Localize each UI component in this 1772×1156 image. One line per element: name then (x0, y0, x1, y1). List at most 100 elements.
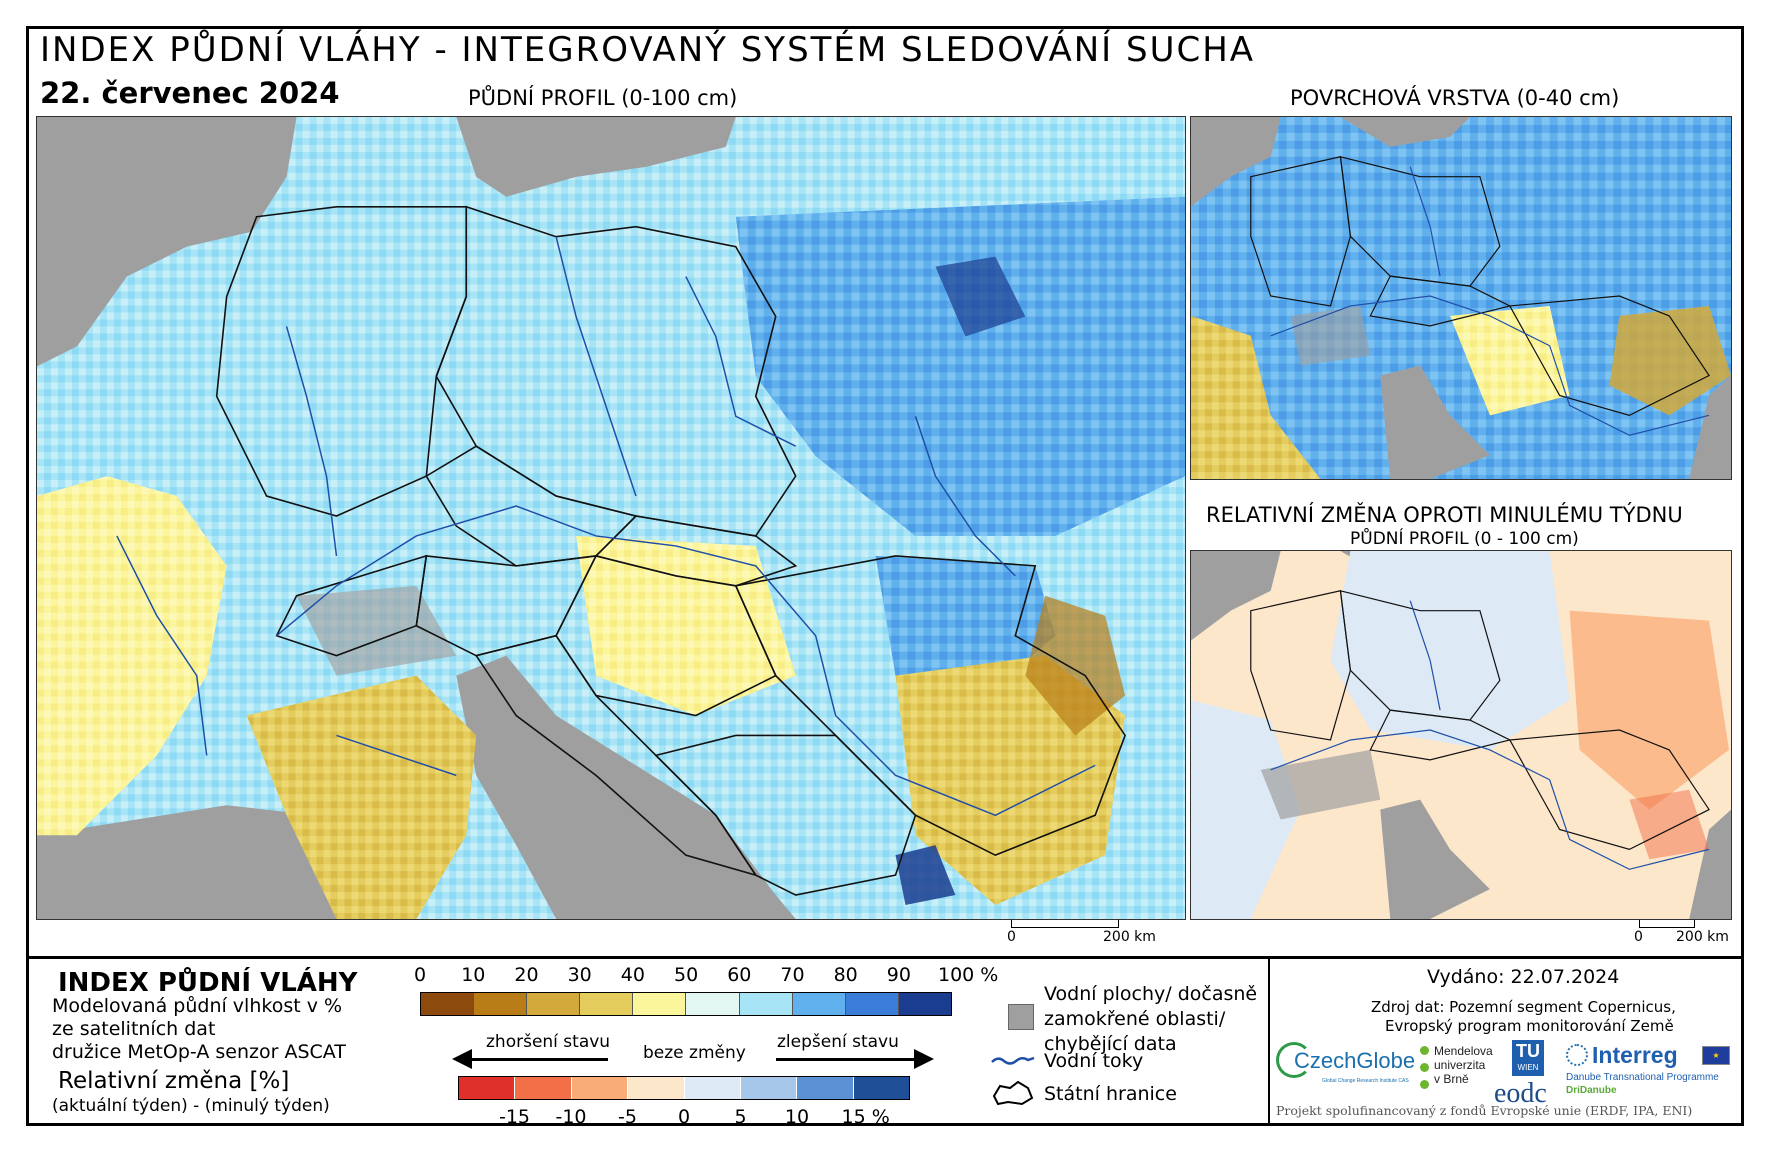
change-scale-tick: -10 (555, 1106, 587, 1128)
moisture-scale-tick: 40 (620, 964, 645, 986)
baltic-sea (1340, 117, 1470, 147)
change-scale-tick: 10 (784, 1106, 810, 1128)
relative-change-map (1190, 550, 1732, 920)
mendel-line1: Mendelova (1434, 1044, 1493, 1058)
main-scale-start: 0 (1007, 929, 1016, 945)
moisture-scale-swatch (738, 993, 792, 1015)
moisture-scale-swatch (897, 993, 951, 1015)
alps-missing (1290, 305, 1371, 366)
moisture-scale-tick: 50 (674, 964, 699, 986)
moisture-scale-swatch (579, 993, 633, 1015)
main-scale-bar (1011, 920, 1119, 928)
change-scale-tick: 0 (677, 1106, 691, 1128)
change-map-label: RELATIVNÍ ZMĚNA OPROTI MINULÉMU TÝDNU (1206, 503, 1683, 527)
worse-arrow (462, 1058, 608, 1061)
southwest-slight-wetting (1191, 700, 1301, 919)
tu-wien-logo: TU WIEN (1512, 1040, 1544, 1076)
romania-drying (1629, 789, 1710, 860)
legend-desc-line1: Modelovaná půdní vlhkost v % (52, 995, 343, 1017)
moisture-scale-swatch (791, 993, 845, 1015)
border-legend-icon (992, 1080, 1034, 1106)
central-slight-wetting (1330, 551, 1570, 750)
alps-missing-data (296, 585, 457, 676)
main-scale-end: 200 km (1103, 929, 1156, 945)
moisture-scale-tick: 90 (886, 964, 911, 986)
change-scale-tick: 5 (734, 1106, 747, 1128)
source-line2: Evropský program monitorování Země (1385, 1017, 1674, 1035)
legend-description: Modelovaná půdní vlhkost v % ze satelitn… (52, 995, 346, 1064)
change-scale-tick: 15 % (841, 1106, 890, 1128)
small-scale-end: 200 km (1676, 929, 1729, 945)
water-label-2: zamokřené oblasti/ (1044, 1008, 1226, 1030)
east-drying (1569, 610, 1730, 810)
borders-legend-text: Státní hranice (1044, 1083, 1177, 1105)
legend-desc-line3: družice MetOp-A senzor ASCAT (52, 1041, 346, 1063)
east-romania-very-dry (1025, 595, 1126, 736)
legend-desc-line2: ze satelitních dat (52, 1018, 216, 1040)
mendel-logo-text: Mendelova univerzita v Brně (1434, 1044, 1493, 1086)
worse-label: zhoršení stavu (486, 1032, 611, 1052)
moisture-scale-swatch (421, 993, 474, 1015)
adriatic-sea (1380, 365, 1490, 479)
rivers-legend-text: Vodní toky (1044, 1050, 1144, 1072)
italy-dry-zone (246, 675, 477, 919)
change-scale-swatch (514, 1077, 571, 1099)
river-legend-icon (991, 1056, 1035, 1065)
balkan-very-wet (895, 845, 956, 906)
water-legend-text: Vodní plochy/ dočasně zamokřené oblasti/… (1044, 982, 1257, 1057)
moisture-scale-tick: 10 (461, 964, 486, 986)
alps-missing (1260, 749, 1381, 820)
southwest-dry (1191, 315, 1321, 479)
change-map-sublabel: PŮDNÍ PROFIL (0 - 100 cm) (1350, 529, 1579, 549)
north-sea (1191, 117, 1281, 207)
poland-very-wet (935, 256, 1026, 337)
north-sea (37, 117, 297, 367)
surface-map-label: POVRCHOVÁ VRSTVA (0-40 cm) (1290, 86, 1620, 110)
change-scale-swatch (683, 1077, 740, 1099)
czechglobe-logo-sub: Global Change Research Institute CAS (1322, 1078, 1409, 1084)
mendel-logo-icon (1420, 1046, 1430, 1096)
change-color-scale (458, 1076, 910, 1100)
france-dry-zone (37, 476, 227, 836)
wien-logo-text: WIEN (1517, 1063, 1539, 1072)
moisture-scale-tick: 100 % (938, 964, 999, 986)
tu-logo-text: TU (1516, 1041, 1540, 1061)
hungary-dry (1450, 305, 1570, 416)
better-arrow (776, 1058, 922, 1061)
moisture-scale-swatch (473, 993, 527, 1015)
north-sea (1191, 551, 1281, 641)
water-swatch (1008, 1004, 1034, 1030)
issue-date-heading: 22. červenec 2024 (40, 76, 340, 110)
moisture-scale-swatch (526, 993, 580, 1015)
black-sea (1689, 375, 1731, 479)
main-map-label: PŮDNÍ PROFIL (0-100 cm) (468, 86, 738, 110)
surface-layer-map (1190, 116, 1732, 480)
moisture-scale-swatch (632, 993, 686, 1015)
change-scale-tick: -15 (498, 1106, 531, 1128)
tyrrhenian-sea (37, 805, 377, 919)
change-scale-tick: -5 (618, 1106, 637, 1128)
change-scale-swatch (627, 1077, 684, 1099)
legend-title: INDEX PŮDNÍ VLÁHY (58, 968, 358, 998)
moisture-scale-swatch (844, 993, 898, 1015)
moisture-scale-tick: 80 (833, 964, 858, 986)
page-title: INDEX PŮDNÍ VLÁHY - INTEGROVANÝ SYSTÉM S… (40, 30, 1256, 70)
hungary-dry-zone (576, 535, 796, 716)
main-soil-moisture-map (36, 116, 1186, 920)
moisture-scale-tick: 70 (780, 964, 805, 986)
better-arrow-head (914, 1049, 934, 1069)
funding-note: Projekt spolufinancovaný z fondů Evropsk… (1276, 1103, 1693, 1118)
moisture-scale-tick: 20 (514, 964, 539, 986)
mendel-line3: v Brně (1434, 1072, 1469, 1086)
legend-divider (26, 956, 1744, 959)
czechglobe-logo: CzechGlobe (1294, 1048, 1416, 1073)
change-scale-swatch (459, 1077, 515, 1099)
change-scale-swatch (739, 1077, 797, 1099)
worse-arrow-head (452, 1049, 472, 1069)
change-scale-swatch (570, 1077, 628, 1099)
interreg-sub2: DriDanube (1566, 1085, 1617, 1096)
change-scale-swatch (852, 1077, 909, 1099)
black-sea (1689, 809, 1731, 919)
adriatic-sea (456, 655, 796, 919)
info-divider (1268, 956, 1270, 1126)
